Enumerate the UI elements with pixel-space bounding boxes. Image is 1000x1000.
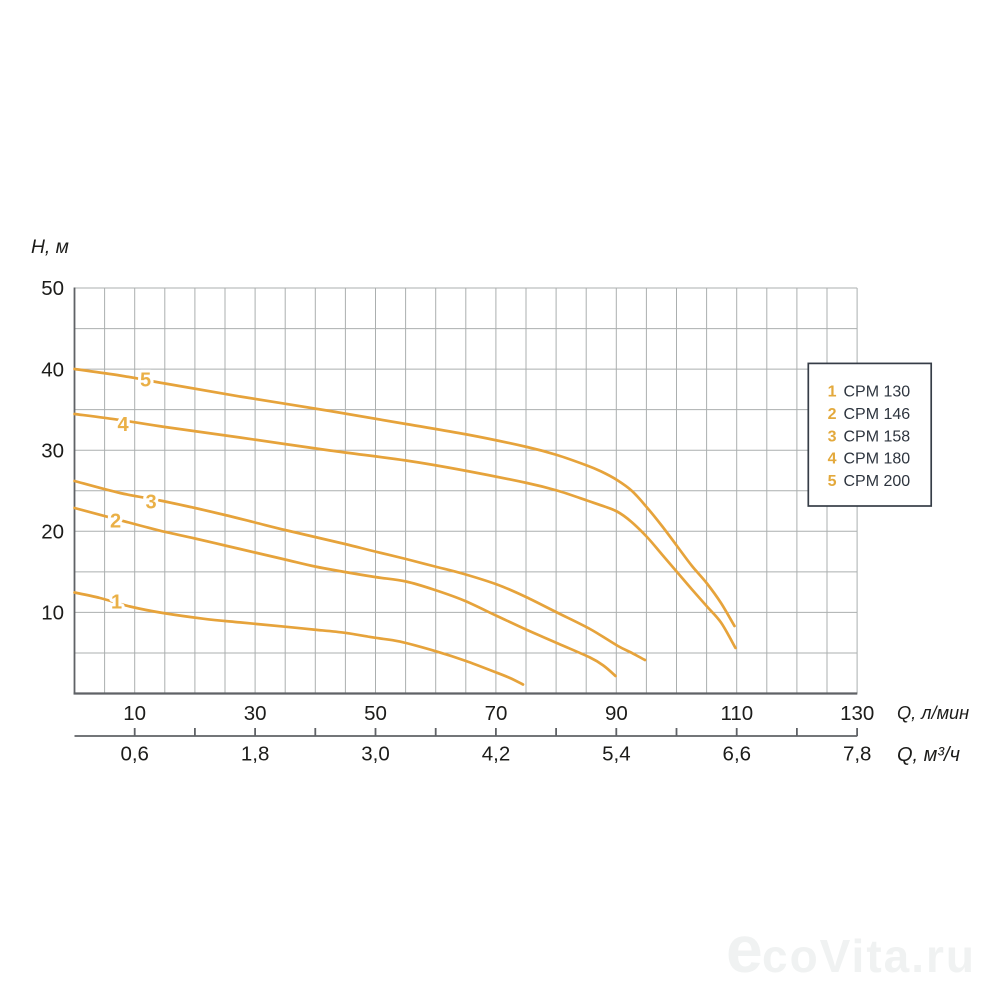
svg-text:H, м: H, м — [31, 237, 69, 258]
svg-text:4: 4 — [828, 451, 837, 468]
svg-text:4,2: 4,2 — [482, 743, 511, 766]
svg-text:2: 2 — [828, 406, 837, 423]
svg-text:1: 1 — [111, 592, 122, 614]
svg-text:30: 30 — [244, 702, 267, 725]
svg-text:10: 10 — [41, 602, 64, 625]
svg-text:90: 90 — [605, 702, 628, 725]
svg-text:Q, л/мин: Q, л/мин — [897, 703, 969, 723]
svg-text:50: 50 — [364, 702, 387, 725]
svg-text:3: 3 — [145, 492, 156, 514]
svg-text:50: 50 — [41, 277, 64, 300]
svg-text:CPM 130: CPM 130 — [844, 384, 911, 401]
svg-text:Q, м³/ч: Q, м³/ч — [897, 744, 960, 766]
svg-text:3,0: 3,0 — [361, 743, 390, 766]
svg-text:1: 1 — [828, 384, 837, 401]
svg-text:5: 5 — [828, 473, 837, 490]
svg-text:10: 10 — [123, 702, 146, 725]
svg-text:CPM 200: CPM 200 — [844, 473, 911, 490]
svg-text:2: 2 — [110, 511, 121, 533]
svg-text:1,8: 1,8 — [241, 743, 270, 766]
svg-text:3: 3 — [828, 428, 837, 445]
svg-text:7,8: 7,8 — [843, 743, 872, 766]
svg-text:20: 20 — [41, 521, 64, 544]
svg-text:0,6: 0,6 — [120, 743, 149, 766]
svg-text:30: 30 — [41, 439, 64, 462]
svg-text:CPM 158: CPM 158 — [844, 428, 911, 445]
svg-text:e: e — [726, 912, 764, 986]
svg-text:110: 110 — [720, 702, 753, 725]
svg-text:CPM 180: CPM 180 — [844, 451, 911, 468]
svg-text:130: 130 — [840, 702, 874, 725]
svg-text:70: 70 — [485, 702, 508, 725]
svg-text:4: 4 — [117, 414, 129, 436]
svg-text:CPM 146: CPM 146 — [844, 406, 911, 423]
svg-text:40: 40 — [41, 358, 64, 381]
svg-text:coVita.ru: coVita.ru — [762, 930, 976, 982]
svg-text:6,6: 6,6 — [723, 743, 752, 766]
svg-text:5: 5 — [140, 370, 151, 392]
svg-text:5,4: 5,4 — [602, 743, 631, 766]
